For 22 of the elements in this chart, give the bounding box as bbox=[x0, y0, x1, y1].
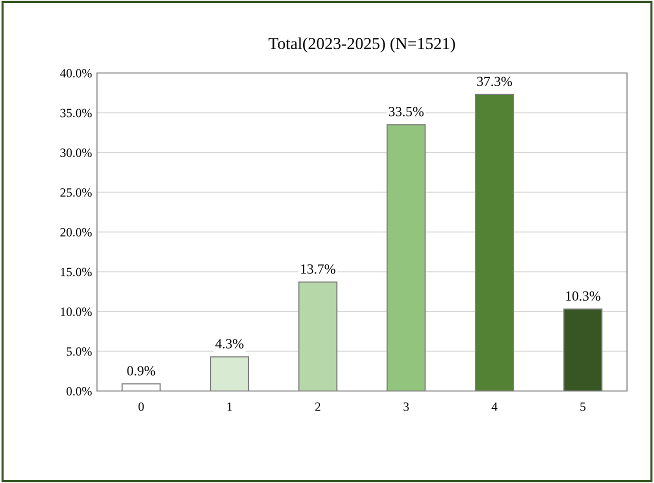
data-label: 13.7% bbox=[301, 264, 336, 274]
y-tick-label: 30.0% bbox=[60, 148, 92, 158]
y-tick-label: 15.0% bbox=[60, 268, 92, 276]
data-label: 0.9% bbox=[127, 366, 156, 376]
y-tick-label: 25.0% bbox=[60, 188, 92, 197]
x-tick-label: 0 bbox=[138, 402, 144, 411]
data-label: 37.3% bbox=[477, 76, 512, 86]
data-label: 33.5% bbox=[388, 106, 424, 116]
x-tick-label: 5 bbox=[580, 402, 586, 411]
y-tick-label: 40.0% bbox=[60, 69, 92, 78]
y-tick-label: 0.0% bbox=[66, 387, 92, 396]
y-tick-label: 5.0% bbox=[66, 347, 92, 356]
data-label: 4.3% bbox=[215, 339, 244, 348]
x-tick-label: 3 bbox=[404, 402, 409, 411]
y-tick-label: 10.0% bbox=[60, 308, 92, 316]
x-tick-label: 4 bbox=[492, 402, 498, 411]
y-tick-label: 35.0% bbox=[60, 108, 92, 118]
data-label: 10.3% bbox=[566, 291, 600, 301]
x-tick-label: 2 bbox=[315, 402, 320, 411]
chart-title: Total(2023-2025) (N=1521) bbox=[268, 37, 455, 53]
y-tick-label: 20.0% bbox=[60, 228, 92, 237]
x-tick-label: 1 bbox=[227, 402, 232, 411]
